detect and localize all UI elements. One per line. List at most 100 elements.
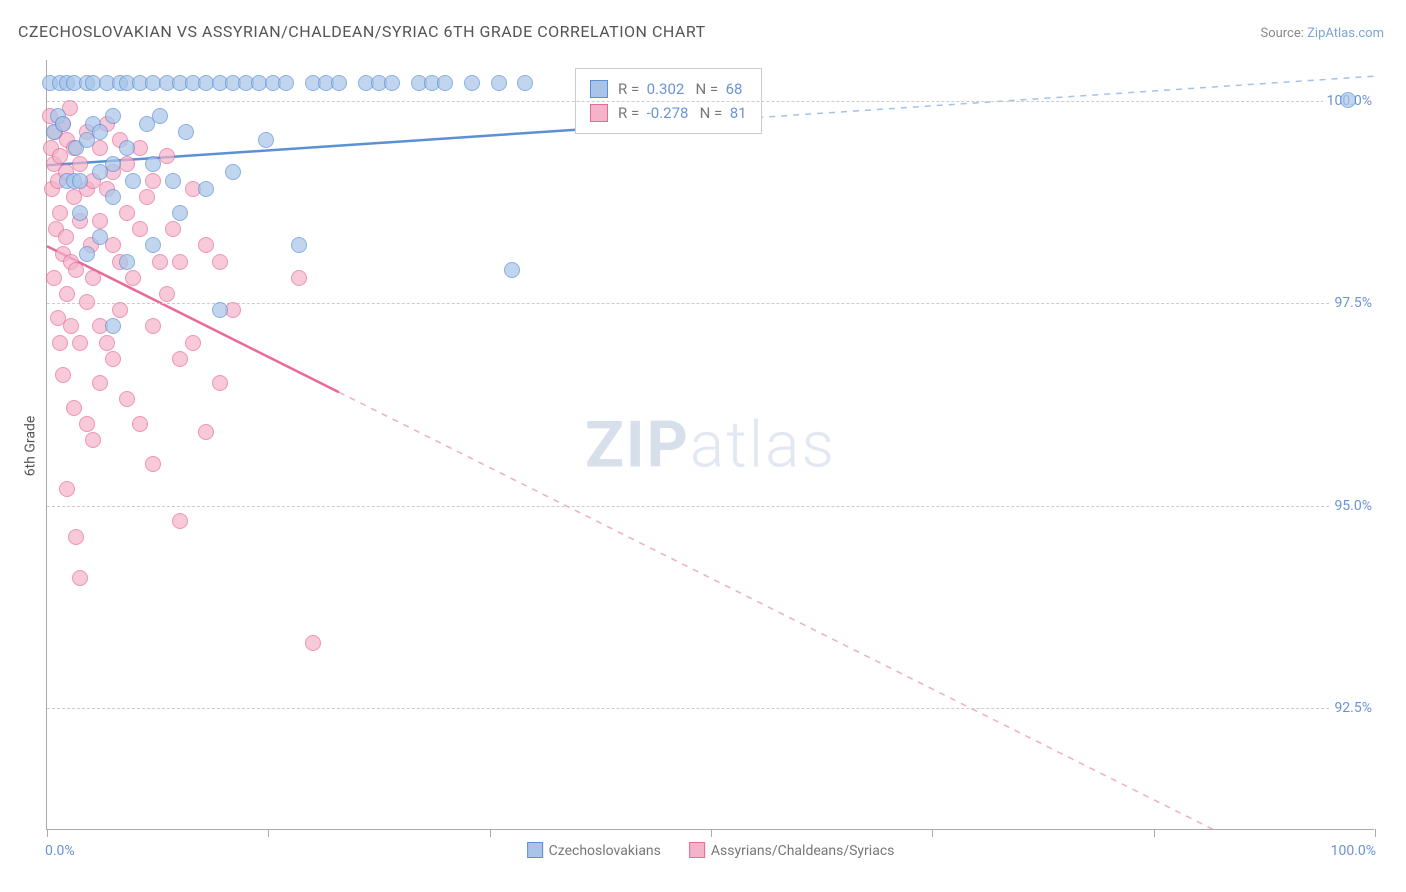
data-point (437, 75, 453, 91)
x-axis-max-label: 100.0% (1331, 843, 1376, 859)
data-point (464, 75, 480, 91)
data-point (258, 132, 274, 148)
x-tick (1375, 829, 1376, 837)
y-axis-label: 6th Grade (22, 416, 38, 477)
legend: Czechoslovakians Assyrians/Chaldeans/Syr… (527, 842, 895, 859)
data-point (384, 75, 400, 91)
data-point (132, 221, 148, 237)
x-tick (490, 829, 491, 837)
chart-title: CZECHOSLOVAKIAN VS ASSYRIAN/CHALDEAN/SYR… (18, 22, 706, 41)
y-tick-label: 95.0% (1330, 498, 1376, 514)
data-point (291, 270, 307, 286)
data-point (72, 173, 88, 189)
data-point (517, 75, 533, 91)
data-point (92, 213, 108, 229)
data-point (145, 318, 161, 334)
data-point (125, 270, 141, 286)
data-point (59, 481, 75, 497)
y-tick-label: 92.5% (1330, 700, 1376, 716)
data-point (331, 75, 347, 91)
plot-area: ZIPatlas 0.0% 100.0% Czechoslovakians As… (46, 60, 1374, 830)
data-point (85, 432, 101, 448)
data-point (92, 140, 108, 156)
data-point (198, 181, 214, 197)
data-point (105, 189, 121, 205)
gridline (47, 303, 1374, 304)
data-point (92, 229, 108, 245)
reg-row-blue: R = 0.302 N = 68 (590, 77, 747, 101)
reg-row-pink: R = -0.278 N = 81 (590, 101, 747, 125)
x-tick (932, 829, 933, 837)
data-point (198, 237, 214, 253)
data-point (52, 335, 68, 351)
reg-swatch-blue (590, 80, 608, 98)
data-point (185, 335, 201, 351)
data-point (305, 635, 321, 651)
x-tick (47, 829, 48, 837)
data-point (52, 205, 68, 221)
data-point (66, 400, 82, 416)
data-point (165, 173, 181, 189)
data-point (491, 75, 507, 91)
data-point (79, 294, 95, 310)
x-tick (1154, 829, 1155, 837)
data-point (119, 140, 135, 156)
data-point (55, 367, 71, 383)
gridline (47, 101, 1374, 102)
data-point (105, 156, 121, 172)
data-point (92, 375, 108, 391)
data-point (119, 391, 135, 407)
data-point (58, 229, 74, 245)
data-point (72, 335, 88, 351)
x-tick (711, 829, 712, 837)
data-point (212, 302, 228, 318)
data-point (152, 254, 168, 270)
legend-item-blue: Czechoslovakians (527, 842, 661, 859)
data-point (85, 270, 101, 286)
data-point (145, 456, 161, 472)
data-point (105, 351, 121, 367)
data-point (278, 75, 294, 91)
data-point (79, 246, 95, 262)
data-point (92, 124, 108, 140)
data-point (291, 237, 307, 253)
regression-lines (47, 60, 1374, 829)
gridline (47, 708, 1374, 709)
source-link[interactable]: ZipAtlas.com (1307, 26, 1384, 41)
data-point (159, 286, 175, 302)
data-point (139, 189, 155, 205)
data-point (72, 156, 88, 172)
data-point (225, 164, 241, 180)
x-tick (268, 829, 269, 837)
x-axis-min-label: 0.0% (45, 843, 75, 859)
legend-swatch-blue (527, 842, 543, 858)
reg-swatch-pink (590, 104, 608, 122)
data-point (504, 262, 520, 278)
y-tick-label: 97.5% (1330, 295, 1376, 311)
data-point (55, 116, 71, 132)
data-point (72, 205, 88, 221)
data-point (145, 156, 161, 172)
data-point (68, 262, 84, 278)
data-point (105, 237, 121, 253)
data-point (172, 205, 188, 221)
data-point (99, 335, 115, 351)
data-point (46, 270, 62, 286)
data-point (72, 570, 88, 586)
data-point (212, 254, 228, 270)
data-point (125, 173, 141, 189)
data-point (132, 416, 148, 432)
data-point (63, 318, 79, 334)
data-point (119, 205, 135, 221)
data-point (172, 254, 188, 270)
chart-container: CZECHOSLOVAKIAN VS ASSYRIAN/CHALDEAN/SYR… (0, 0, 1406, 892)
data-point (105, 318, 121, 334)
data-point (178, 124, 194, 140)
data-point (59, 286, 75, 302)
legend-swatch-pink (689, 842, 705, 858)
data-point (68, 529, 84, 545)
data-point (172, 351, 188, 367)
data-point (79, 416, 95, 432)
data-point (105, 108, 121, 124)
data-point (145, 237, 161, 253)
